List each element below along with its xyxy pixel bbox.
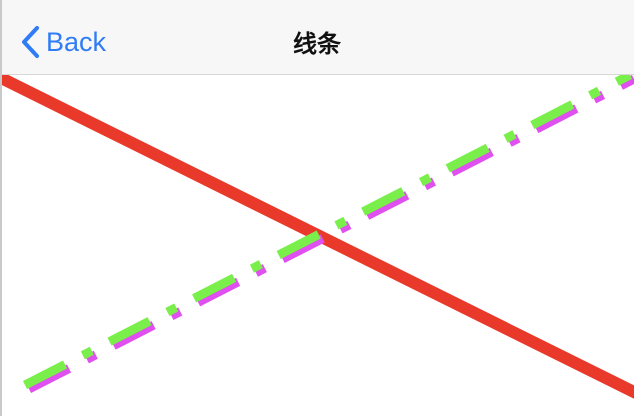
green-dashed-line: [22, 70, 633, 390]
left-edge-divider: [0, 0, 2, 416]
chevron-left-icon: [20, 25, 40, 59]
back-label: Back: [46, 26, 107, 57]
dashed-line-shadow: [26, 74, 634, 394]
lines-svg: [0, 70, 634, 399]
back-button[interactable]: Back: [20, 20, 106, 64]
drawing-canvas: [0, 70, 634, 416]
page-title: 线条: [293, 30, 341, 58]
navigation-bar: Back 线条: [0, 0, 634, 75]
